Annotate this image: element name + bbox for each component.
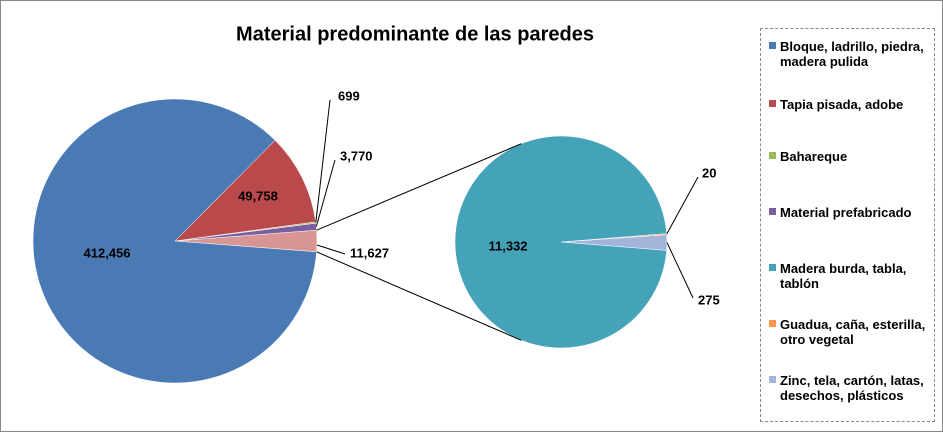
connector-line [316,251,522,341]
legend-swatch [769,376,776,383]
legend-entry: Bloque, ladrillo, piedra, madera pulida [769,39,929,69]
legend-swatch [769,42,776,49]
data-label: 3,770 [340,148,373,163]
legend-swatch [769,264,776,271]
legend-entry: Tapia pisada, adobe [769,97,929,112]
leader-line [315,159,336,227]
legend-label: Zinc, tela, cartón, latas, desechos, plá… [780,373,924,403]
legend-label: Madera burda, tabla, tablón [780,261,907,291]
legend-entry: Bahareque [769,149,929,164]
chart-title: Material predominante de las paredes [236,23,594,45]
leader-line [315,99,331,223]
data-label: 49,758 [238,188,278,203]
data-label: 20 [702,165,716,180]
pie-slice [174,139,316,242]
legend-label: Guadua, caña, esterilla, otro vegetal [780,317,926,347]
data-label: 699 [338,88,360,103]
legend-swatch [769,208,776,215]
data-label: 275 [698,292,720,307]
legend-label: Material prefabricado [780,205,912,220]
legend-entry: Zinc, tela, cartón, latas, desechos, plá… [769,373,929,403]
leader-line [316,244,346,255]
legend-label: Tapia pisada, adobe [780,97,904,112]
legend: Bloque, ladrillo, piedra, madera pulida T… [760,28,935,422]
legend-label: Bloque, ladrillo, piedra, madera pulida [780,39,924,69]
legend-swatch [769,100,776,107]
pie-slice [32,98,317,384]
legend-entry: Material prefabricado [769,205,929,220]
connector-line [316,143,522,231]
legend-swatch [769,152,776,159]
leader-line [666,176,699,235]
data-label: 11,332 [488,238,527,253]
leader-line [666,242,694,299]
data-label: 11,627 [350,245,389,260]
legend-entry: Madera burda, tabla, tablón [769,261,929,291]
data-label: 412,456 [84,245,131,260]
pie-slice [454,135,667,349]
legend-entry: Guadua, caña, esterilla, otro vegetal [769,317,929,347]
legend-swatch [769,320,776,327]
legend-label: Bahareque [780,149,848,164]
